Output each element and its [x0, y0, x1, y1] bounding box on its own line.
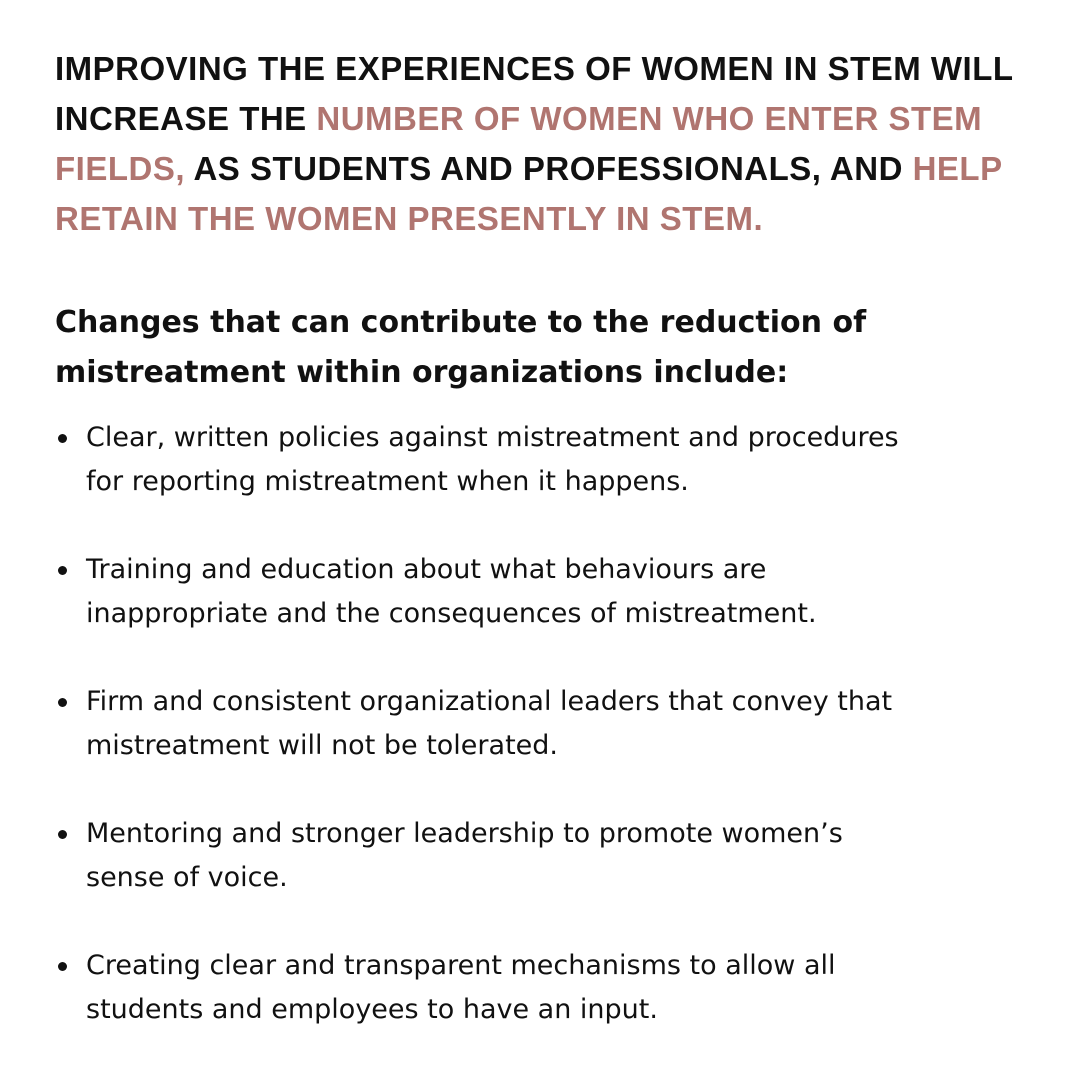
- bullet-list: Clear, written policies against mistreat…: [55, 416, 955, 1076]
- headline-text-1: Improving the experiences of women in ST…: [55, 50, 1013, 137]
- list-item: Creating clear and transparent mechanism…: [55, 944, 955, 1032]
- list-item-line: inappropriate and the consequences of mi…: [86, 598, 817, 629]
- headline: Improving the experiences of women in ST…: [55, 44, 1035, 244]
- list-item: Clear, written policies against mistreat…: [55, 416, 955, 504]
- list-item-line: Creating clear and transparent mechanism…: [86, 950, 836, 981]
- list-item-line: Mentoring and stronger leadership to pro…: [86, 818, 843, 849]
- headline-highlight-2: help retain the women presently in STEM.: [55, 150, 1002, 237]
- list-item-line: for reporting mistreatment when it happe…: [86, 466, 689, 497]
- headline-highlight-1: number of women who enter STEM fields,: [55, 100, 983, 187]
- list-item-line: mistreatment will not be tolerated.: [86, 730, 558, 761]
- list-item-line: Firm and consistent organizational leade…: [86, 686, 893, 717]
- bullet-dot-icon: [58, 566, 67, 575]
- list-item-line: students and employees to have an input.: [86, 994, 658, 1025]
- list-item-line: Training and education about what behavi…: [86, 554, 767, 585]
- subheading: Changes that can contribute to the reduc…: [55, 305, 867, 390]
- list-item: Training and education about what behavi…: [55, 548, 955, 636]
- headline-text-2: as students and professionals, and: [185, 150, 913, 187]
- bullet-dot-icon: [58, 434, 67, 443]
- list-item-line: Clear, written policies against mistreat…: [86, 422, 899, 453]
- list-item: Firm and consistent organizational leade…: [55, 680, 955, 768]
- bullet-dot-icon: [58, 962, 67, 971]
- bullet-dot-icon: [58, 830, 67, 839]
- bullet-dot-icon: [58, 698, 67, 707]
- list-item-line: sense of voice.: [86, 862, 288, 893]
- list-item: Mentoring and stronger leadership to pro…: [55, 812, 955, 900]
